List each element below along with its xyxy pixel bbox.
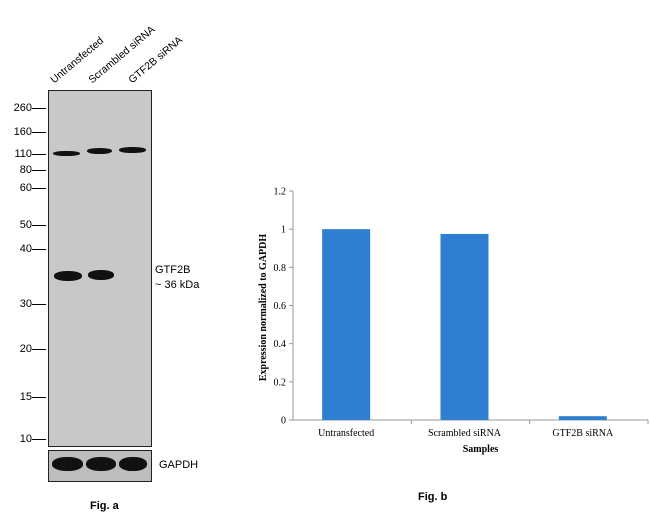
- mw-marker: 110: [14, 148, 32, 160]
- y-tick-label: 1: [281, 225, 286, 236]
- mw-tick: [32, 154, 46, 155]
- band-size-label: ~ 36 kDa: [155, 279, 200, 291]
- bar: [322, 229, 371, 420]
- loading-control-label: GAPDH: [159, 459, 199, 471]
- mw-tick: [32, 249, 46, 250]
- x-tick-label: GTF2B siRNA: [552, 428, 614, 439]
- band-gtf2b-untransfected: [54, 271, 82, 281]
- bar: [558, 416, 607, 420]
- band-110-untransfected: [53, 151, 80, 156]
- mw-marker: 40: [19, 243, 32, 255]
- bar: [440, 233, 489, 420]
- mw-tick: [32, 225, 46, 226]
- gapdh-band-untransfected: [52, 457, 83, 471]
- figure-a-caption: Fig. a: [90, 500, 119, 512]
- y-tick-label: 0: [281, 416, 286, 427]
- y-tick-label: 1.2: [274, 187, 287, 198]
- band-label: GTF2B: [155, 264, 191, 276]
- mw-tick: [32, 188, 46, 189]
- mw-tick: [32, 304, 46, 305]
- x-tick-label: Scrambled siRNA: [428, 428, 502, 439]
- y-tick-label: 0.4: [274, 339, 287, 350]
- y-axis-label: Expression normalized to GAPDH: [258, 234, 269, 382]
- mw-marker: 10: [19, 433, 32, 445]
- y-tick-label: 0.6: [274, 301, 287, 312]
- mw-marker: 260: [13, 102, 32, 114]
- mw-tick: [32, 132, 46, 133]
- mw-tick: [32, 397, 46, 398]
- mw-marker: 30: [19, 298, 32, 310]
- mw-marker: 20: [19, 343, 32, 355]
- mw-marker: 15: [19, 391, 32, 403]
- band-110-scrambled: [87, 148, 112, 154]
- mw-tick: [32, 108, 46, 109]
- figure-b-caption: Fig. b: [418, 491, 448, 503]
- mw-marker: 50: [19, 219, 32, 231]
- band-110-gtf2b: [119, 147, 146, 153]
- gapdh-band-scrambled: [86, 457, 116, 471]
- x-tick-label: Untransfected: [318, 428, 374, 439]
- mw-tick: [32, 349, 46, 350]
- mw-marker: 80: [19, 164, 32, 176]
- mw-tick: [32, 170, 46, 171]
- y-tick-label: 0.8: [274, 263, 287, 274]
- mw-marker: 160: [13, 126, 32, 138]
- x-axis-label: Samples: [463, 444, 499, 455]
- gapdh-band-gtf2b: [119, 457, 147, 471]
- band-gtf2b-scrambled: [88, 270, 114, 280]
- mw-tick: [32, 439, 46, 440]
- y-tick-label: 0.2: [274, 377, 287, 388]
- mw-marker: 60: [19, 182, 32, 194]
